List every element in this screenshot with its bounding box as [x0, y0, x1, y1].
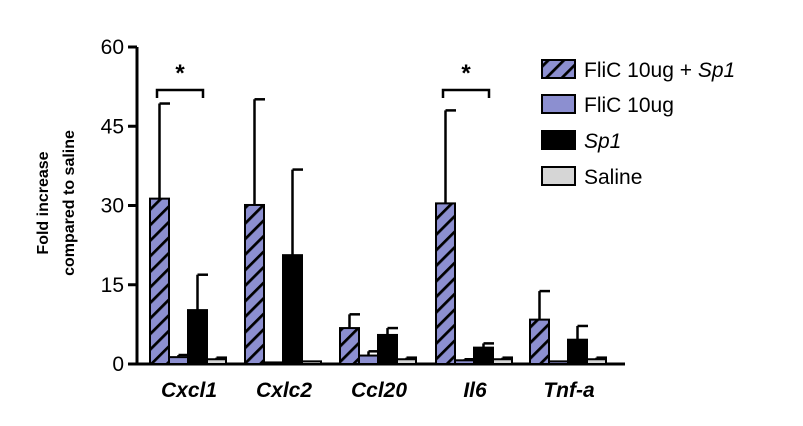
significance-markers: * *: [155, 60, 491, 98]
bar: [492, 358, 513, 365]
y-axis-title-line: Fold increase: [35, 151, 52, 254]
legend-label: Saline: [584, 166, 642, 189]
bar: [187, 309, 208, 365]
bar: [358, 354, 379, 365]
x-axis: Cxcl1 Cxlc2 Ccl20 Il6 Tnf-a: [135, 362, 625, 402]
bar: [206, 358, 227, 365]
bar: [586, 358, 607, 365]
bar: [244, 203, 265, 365]
bar: [377, 333, 398, 366]
bar: [473, 346, 494, 366]
y-axis-title-block: Fold increase compared to saline: [35, 130, 78, 276]
bar: [149, 197, 170, 365]
legend-swatch: [541, 94, 576, 114]
y-tick-label: 60: [101, 36, 124, 59]
legend-swatch: [541, 130, 576, 150]
x-category-label: Cxcl1: [161, 379, 217, 402]
bar: [396, 358, 417, 365]
x-category-label: Ccl20: [351, 379, 407, 402]
legend-label: FliC 10ug: [584, 94, 674, 117]
legend-label-text: FliC 10ug +: [584, 59, 698, 82]
x-category-label: Cxlc2: [256, 379, 312, 402]
significance-star: *: [461, 60, 471, 87]
bar: [548, 360, 569, 366]
y-tick-label: 15: [101, 274, 124, 297]
legend-label: Sp1: [584, 130, 621, 153]
legend-swatch: [541, 166, 576, 186]
y-tick-label: 0: [112, 353, 124, 376]
significance-bracket: [155, 88, 205, 98]
legend-label-italic: Sp1: [698, 59, 735, 82]
bar: [339, 327, 360, 365]
bar: [301, 360, 322, 366]
y-axis: 0 15 30 45 60: [101, 36, 139, 376]
x-category-label: Il6: [463, 379, 487, 402]
y-axis-title: Fold increase compared to saline: [35, 130, 78, 276]
x-category-label: Tnf-a: [543, 379, 595, 402]
y-tick-label: 30: [101, 195, 124, 218]
legend-label-text: Saline: [584, 166, 642, 189]
legend-swatch: [541, 59, 576, 79]
bar: [282, 254, 303, 365]
y-axis-title-line: compared to saline: [61, 130, 78, 276]
legend-label: FliC 10ug + Sp1: [584, 59, 735, 82]
bars: [149, 98, 607, 366]
legend-label-text: FliC 10ug: [584, 94, 674, 117]
significance-star: *: [175, 60, 185, 87]
legend-label-italic: Sp1: [584, 130, 621, 153]
bar: [168, 356, 189, 365]
legend: FliC 10ug + Sp1 FliC 10ug Sp1 Saline: [541, 59, 735, 189]
significance-bracket: [441, 88, 491, 98]
y-tick-label: 45: [101, 115, 124, 138]
bar: [435, 202, 456, 365]
bar: [454, 359, 475, 365]
bar: [567, 338, 588, 365]
bar: [263, 361, 284, 366]
bar: [529, 318, 550, 365]
